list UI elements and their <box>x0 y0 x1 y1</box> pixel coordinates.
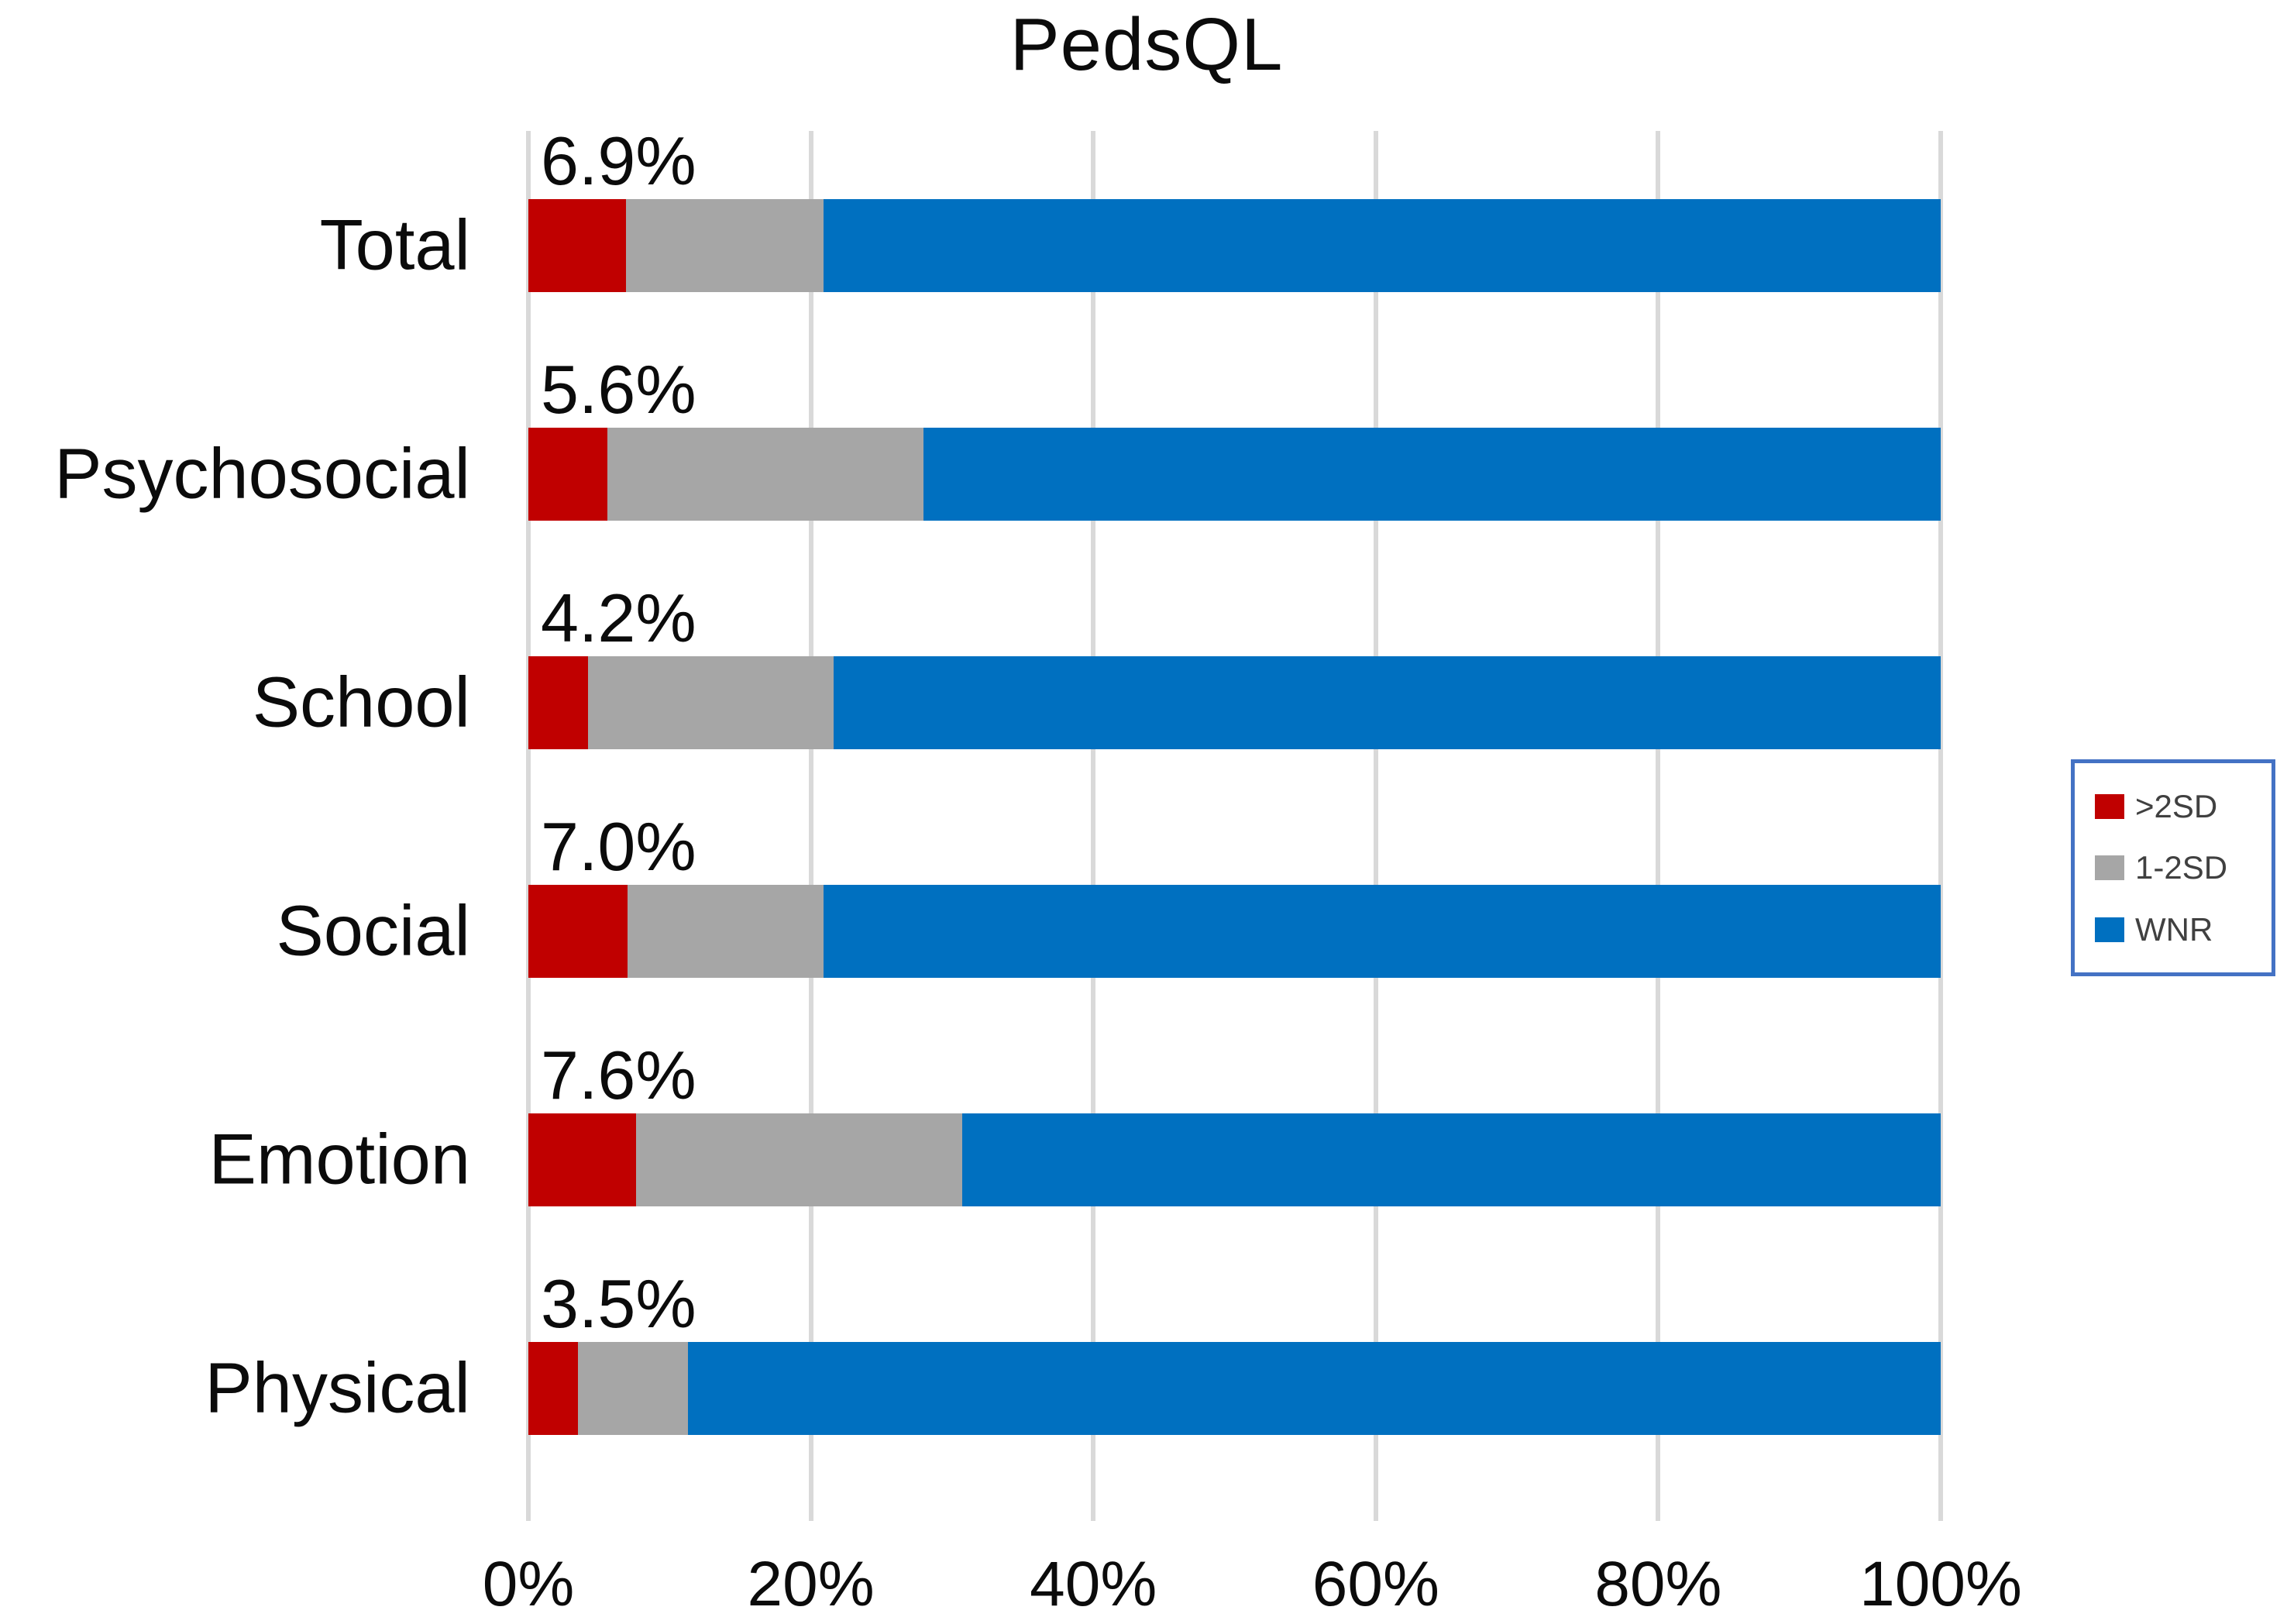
category-label: Emotion <box>208 1120 471 1199</box>
bar-segment--2sd <box>528 1341 578 1435</box>
stacked-bar <box>528 655 1941 749</box>
bar-row: Physical 3.5% <box>205 1266 1941 1502</box>
bar-segment--2sd <box>528 655 588 749</box>
x-tick-label: 60% <box>1312 1549 1439 1619</box>
legend-item: >2SD <box>2095 788 2272 825</box>
gridline <box>1091 131 1096 1521</box>
bar-value-label: 7.6% <box>541 1037 696 1113</box>
x-tick-label: 0% <box>482 1549 575 1619</box>
bar-segment-1-2sd <box>635 1113 962 1206</box>
legend-label: WNR <box>2135 910 2213 948</box>
bar-segment-1-2sd <box>577 1341 688 1435</box>
bar-value-label: 7.0% <box>541 808 696 885</box>
bar-segment-1-2sd <box>587 655 834 749</box>
bar-value-label: 6.9% <box>541 122 696 199</box>
legend-item: 1-2SD <box>2095 849 2272 886</box>
legend-swatch-icon <box>2095 855 2124 880</box>
bar-segment-wnr <box>961 1113 1941 1206</box>
bar-segment-wnr <box>824 884 1941 978</box>
bar-segment--2sd <box>528 884 628 978</box>
legend-swatch-icon <box>2095 793 2124 819</box>
bar-segment-1-2sd <box>627 884 824 978</box>
bar-segment-wnr <box>833 655 1941 749</box>
x-tick-label: 100% <box>1859 1549 2022 1619</box>
plot-area: Total 6.9% Psychosocial 5.6% School 4.2% Socia… <box>54 123 1943 1521</box>
bar-segment-wnr <box>824 198 1941 292</box>
legend-label: 1-2SD <box>2135 849 2228 886</box>
bar-rows: Total 6.9% Psychosocial 5.6% School 4.2% Socia… <box>54 123 1941 1502</box>
category-label: Total <box>319 205 470 284</box>
stacked-bar <box>528 884 1941 978</box>
bar-segment-1-2sd <box>625 198 824 292</box>
bar-row: School 4.2% <box>253 580 1941 817</box>
legend-label: >2SD <box>2135 787 2218 824</box>
x-tick-label: 20% <box>747 1549 875 1619</box>
bar-segment--2sd <box>528 1113 636 1206</box>
bar-segment-wnr <box>687 1341 1941 1435</box>
category-label: Physical <box>205 1348 470 1427</box>
category-label: School <box>252 662 470 741</box>
legend-swatch-icon <box>2095 917 2124 942</box>
gridline <box>526 131 531 1521</box>
bar-segment-wnr <box>923 427 1941 521</box>
gridline <box>1373 131 1378 1521</box>
bar-row: Total 6.9% <box>320 123 1941 360</box>
stacked-bar <box>528 1341 1941 1435</box>
gridline <box>1938 131 1943 1521</box>
stacked-bar <box>528 198 1941 292</box>
bar-row: Emotion 7.6% <box>209 1037 1941 1274</box>
bar-value-label: 4.2% <box>541 580 696 656</box>
legend: >2SD 1-2SD WNR <box>2071 759 2275 976</box>
bar-row: Psychosocial 5.6% <box>54 352 1941 588</box>
category-label: Social <box>276 891 470 970</box>
bar-segment-1-2sd <box>607 427 924 521</box>
bar-value-label: 3.5% <box>541 1265 696 1342</box>
stacked-bar <box>528 1113 1941 1206</box>
x-axis: 0% 20% 40% 60% 80% 100% <box>483 1548 2022 1619</box>
x-tick-label: 80% <box>1594 1549 1722 1619</box>
bar-row: Social 7.0% <box>276 809 1941 1045</box>
stacked-bar <box>528 427 1941 521</box>
category-label: Psychosocial <box>54 434 470 513</box>
bar-segment--2sd <box>528 198 626 292</box>
gridline <box>1656 131 1661 1521</box>
bar-segment--2sd <box>528 427 608 521</box>
chart-title: PedsQL <box>1009 3 1284 86</box>
gridline <box>808 131 813 1521</box>
legend-item: WNR <box>2095 911 2272 948</box>
x-tick-label: 40% <box>1030 1549 1157 1619</box>
bar-value-label: 5.6% <box>541 351 696 428</box>
